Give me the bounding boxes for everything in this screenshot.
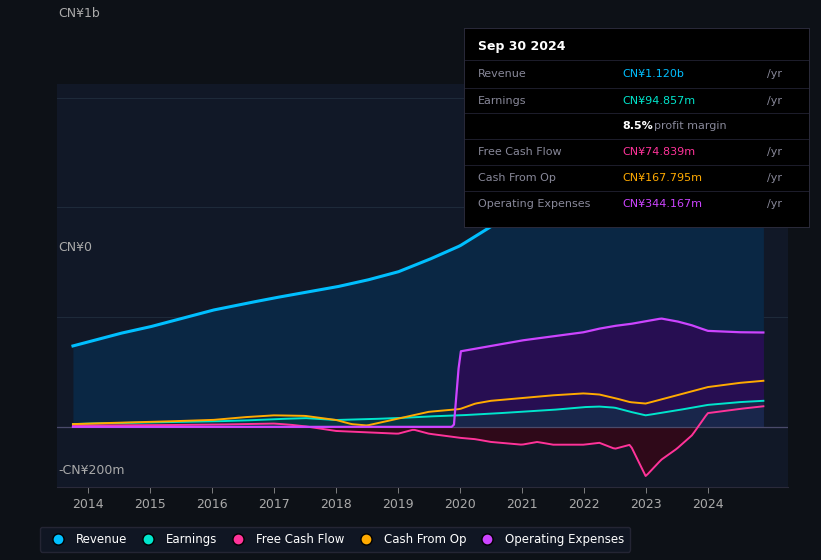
- Text: Free Cash Flow: Free Cash Flow: [478, 147, 562, 157]
- Text: Sep 30 2024: Sep 30 2024: [478, 40, 565, 53]
- Text: /yr: /yr: [768, 69, 782, 79]
- Text: /yr: /yr: [768, 199, 782, 209]
- Text: profit margin: profit margin: [654, 122, 726, 132]
- Text: CN¥94.857m: CN¥94.857m: [622, 96, 695, 106]
- Text: Earnings: Earnings: [478, 96, 526, 106]
- Text: Operating Expenses: Operating Expenses: [478, 199, 590, 209]
- Text: -CN¥200m: -CN¥200m: [58, 464, 125, 477]
- Text: CN¥74.839m: CN¥74.839m: [622, 147, 695, 157]
- Text: Cash From Op: Cash From Op: [478, 173, 556, 183]
- Text: CN¥344.167m: CN¥344.167m: [622, 199, 703, 209]
- Text: CN¥1b: CN¥1b: [58, 7, 100, 20]
- Text: CN¥1.120b: CN¥1.120b: [622, 69, 685, 79]
- Text: 8.5%: 8.5%: [622, 122, 654, 132]
- Text: /yr: /yr: [768, 96, 782, 106]
- Legend: Revenue, Earnings, Free Cash Flow, Cash From Op, Operating Expenses: Revenue, Earnings, Free Cash Flow, Cash …: [40, 527, 631, 552]
- Text: /yr: /yr: [768, 147, 782, 157]
- Text: Revenue: Revenue: [478, 69, 526, 79]
- Text: CN¥167.795m: CN¥167.795m: [622, 173, 703, 183]
- Text: /yr: /yr: [768, 173, 782, 183]
- Text: CN¥0: CN¥0: [58, 241, 92, 254]
